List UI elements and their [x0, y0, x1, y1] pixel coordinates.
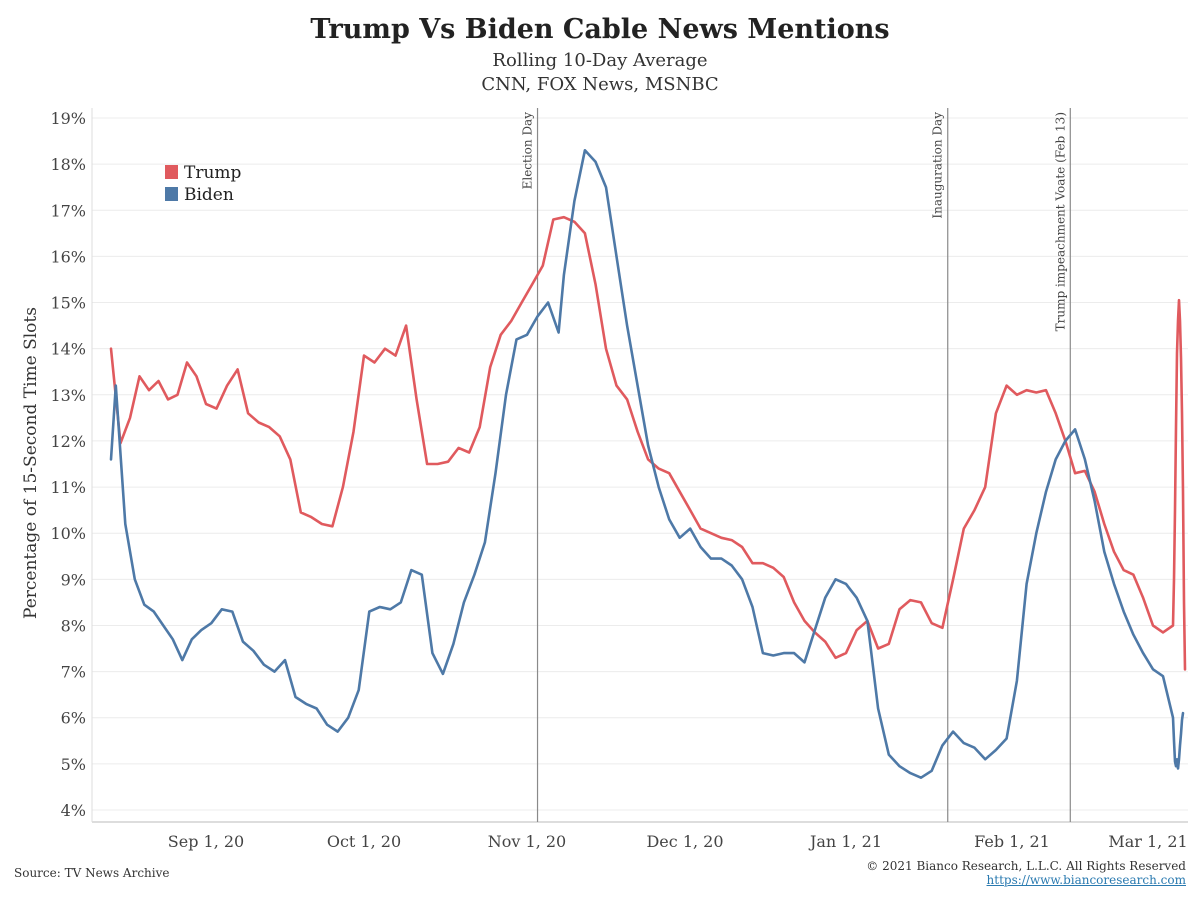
y-tick-label: 12% — [50, 432, 86, 451]
chart-subtitle-2: CNN, FOX News, MSNBC — [481, 74, 719, 95]
y-tick-label: 16% — [50, 247, 86, 266]
chart-title: Trump Vs Biden Cable News Mentions — [310, 14, 890, 45]
y-tick-label: 14% — [50, 340, 86, 359]
chart-subtitle-1: Rolling 10-Day Average — [492, 50, 708, 71]
series-line-biden — [109, 149, 1185, 779]
x-tick-label: Feb 1, 21 — [974, 832, 1050, 851]
event-label: Election Day — [521, 112, 535, 190]
y-tick-label: 19% — [50, 109, 86, 128]
y-tick-label: 11% — [50, 478, 86, 497]
event-label: Trump impeachment Voate (Feb 13) — [1053, 112, 1067, 331]
x-tick-label: Oct 1, 20 — [327, 832, 401, 851]
x-tick-label: Nov 1, 20 — [488, 832, 566, 851]
x-tick-label: Dec 1, 20 — [646, 832, 723, 851]
x-tick-label: Mar 1, 21 — [1108, 832, 1187, 851]
y-tick-label: 10% — [50, 524, 86, 543]
gridlines — [92, 117, 1188, 811]
legend-swatch-biden — [165, 187, 178, 201]
y-tick-label: 15% — [50, 294, 86, 313]
axes: 4% 5% 6% 7% 8% 9% 10% 11% 12% 13% 14% 15% 16% 17% 18% 1… — [50, 108, 1188, 851]
series-line-trump — [109, 215, 1187, 671]
series-lines — [109, 149, 1187, 779]
y-tick-label: 18% — [50, 155, 86, 174]
y-tick-label: 7% — [61, 663, 86, 682]
y-axis-label: Percentage of 15-Second Time Slots — [21, 307, 41, 619]
copyright-note: © 2021 Bianco Research, L.L.C. All Right… — [866, 859, 1186, 873]
source-note: Source: TV News Archive — [14, 866, 170, 880]
y-tick-label: 17% — [50, 201, 86, 220]
legend-label-trump: Trump — [184, 163, 242, 183]
y-tick-label: 5% — [61, 755, 86, 774]
y-tick-label: 8% — [61, 616, 86, 635]
event-label: Inauguration Day — [931, 112, 945, 219]
event-annotations: Election Day Inauguration Day Trump impeac… — [521, 108, 1071, 822]
y-tick-label: 9% — [61, 570, 86, 589]
y-tick-label: 13% — [50, 386, 86, 405]
x-tick-label: Jan 1, 21 — [808, 832, 882, 851]
legend-swatch-trump — [165, 165, 178, 179]
y-tick-label: 4% — [61, 801, 86, 820]
y-tick-label: 6% — [61, 709, 86, 728]
website-link[interactable]: https://www.biancoresearch.com — [986, 873, 1186, 887]
x-tick-label: Sep 1, 20 — [168, 832, 244, 851]
legend-label-biden: Biden — [184, 185, 234, 205]
